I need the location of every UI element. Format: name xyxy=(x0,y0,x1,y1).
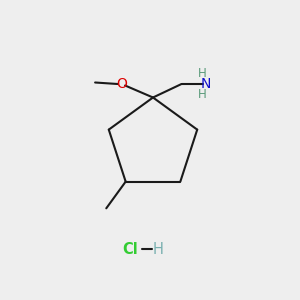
Text: O: O xyxy=(116,77,127,91)
Text: H: H xyxy=(198,67,207,80)
Text: H: H xyxy=(153,242,164,256)
Text: N: N xyxy=(201,77,211,91)
Text: H: H xyxy=(198,88,207,101)
Text: Cl: Cl xyxy=(123,242,138,256)
